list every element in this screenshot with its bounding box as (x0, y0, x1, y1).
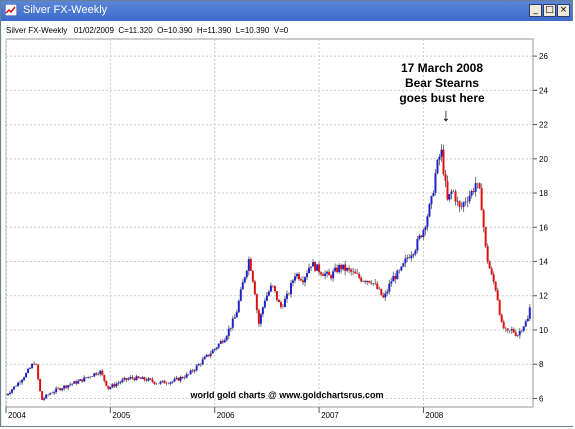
x-tick-label: 2004 (8, 411, 26, 420)
y-tick-label: 26 (539, 52, 548, 61)
x-tick-label: 2007 (321, 411, 339, 420)
chart-area: 6 8 10 12 14 16 18 20 22 24 26 2004 2005 2006 2007 2008… (2, 21, 573, 426)
annotation-line-date: 17 March 2008 (400, 61, 484, 75)
source-credit: world gold charts @ www.goldchartsrus.co… (190, 390, 384, 400)
ohlc-info-line: Silver FX-Weekly 01/02/2009 C=11.320 O=1… (6, 26, 289, 35)
chart-app-icon (5, 4, 17, 16)
price-chart: 6 8 10 12 14 16 18 20 22 24 26 2004 2005 2006 2007 2008 (5, 38, 548, 420)
close-button[interactable]: × (557, 4, 570, 17)
y-tick-label: 16 (539, 223, 548, 232)
y-tick-label: 22 (539, 121, 548, 130)
maximize-button[interactable]: □ (543, 4, 556, 17)
y-tick-label: 6 (539, 394, 544, 403)
y-tick-label: 24 (539, 86, 548, 95)
x-tick-label: 2006 (217, 411, 235, 420)
y-tick-label: 18 (539, 189, 548, 198)
y-tick-label: 12 (539, 292, 548, 301)
y-tick-label: 20 (539, 155, 548, 164)
y-tick-label: 10 (539, 326, 548, 335)
window-title: Silver FX-Weekly (23, 4, 108, 16)
down-arrow-icon: ↓ (441, 105, 451, 125)
y-tick-label: 8 (539, 360, 544, 369)
annotation-line-event: Bear Stearns (404, 76, 480, 90)
window-titlebar[interactable]: Silver FX-Weekly _ □ × (1, 1, 572, 21)
x-tick-label: 2005 (112, 411, 130, 420)
bear-stearns-annotation: 17 March 2008 Bear Stearns goes bust her… (387, 61, 497, 124)
y-tick-label: 14 (539, 258, 548, 267)
annotation-line-where: goes bust here (399, 91, 485, 105)
x-tick-label: 2008 (425, 411, 443, 420)
minimize-button[interactable]: _ (529, 4, 542, 17)
